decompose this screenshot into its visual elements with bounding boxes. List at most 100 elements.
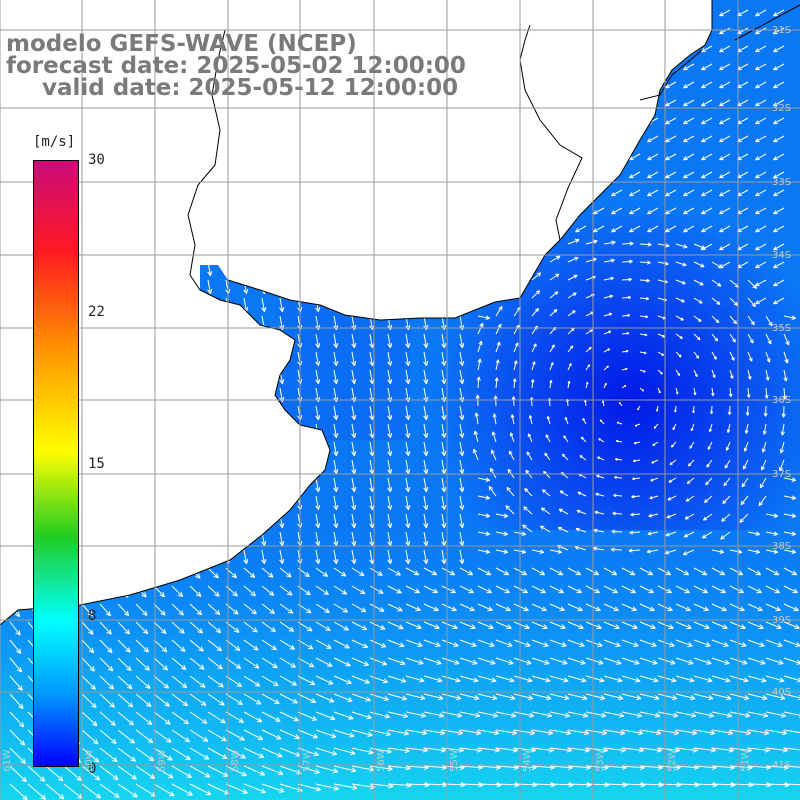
wind-arrow xyxy=(351,549,357,565)
wind-arrow xyxy=(728,387,733,397)
wind-arrow xyxy=(261,585,275,596)
wind-arrow xyxy=(207,657,223,670)
wind-arrow xyxy=(729,693,750,701)
wind-arrow xyxy=(99,729,117,745)
wind-arrow xyxy=(711,549,725,554)
wind-arrow xyxy=(351,747,374,755)
wind-arrow xyxy=(629,225,641,233)
wind-arrow xyxy=(9,621,21,636)
wind-arrow xyxy=(621,603,637,612)
wind-arrow xyxy=(261,747,283,758)
wind-arrow xyxy=(755,279,767,287)
wind-arrow xyxy=(297,657,315,668)
wind-arrow xyxy=(351,567,365,577)
wind-arrow xyxy=(639,260,651,265)
wind-arrow xyxy=(639,639,657,647)
wind-arrow xyxy=(665,153,677,161)
wind-arrow xyxy=(783,585,798,594)
wind-arrow xyxy=(646,549,659,554)
wind-arrow xyxy=(459,405,465,421)
wind-arrow xyxy=(279,585,293,596)
wind-arrow xyxy=(639,675,659,683)
wind-arrow xyxy=(423,477,429,493)
wind-arrow xyxy=(647,531,659,536)
wind-arrow xyxy=(423,531,429,547)
wind-arrow xyxy=(755,99,767,107)
wind-arrow xyxy=(189,657,205,670)
wind-arrow xyxy=(135,765,156,780)
wind-arrow xyxy=(441,405,447,421)
wind-arrow xyxy=(423,603,439,612)
wind-arrow xyxy=(279,711,299,722)
wind-arrow xyxy=(135,603,148,616)
wind-arrow xyxy=(549,344,555,353)
wind-arrow xyxy=(441,639,459,647)
wind-arrow xyxy=(567,603,583,612)
wind-arrow xyxy=(333,549,339,565)
wind-arrow xyxy=(315,531,321,547)
wind-arrow xyxy=(315,549,321,565)
wind-arrow xyxy=(719,243,731,251)
wind-arrow xyxy=(686,477,695,485)
wind-arrow xyxy=(765,315,773,327)
wind-arrow xyxy=(655,405,659,412)
wind-arrow xyxy=(405,333,411,349)
wind-arrow xyxy=(423,459,429,475)
latitude-label: 34S xyxy=(772,250,792,261)
wind-arrow xyxy=(665,171,677,179)
wind-arrow xyxy=(701,45,713,53)
wind-arrow xyxy=(459,585,474,594)
wind-arrow xyxy=(765,657,784,665)
wind-arrow xyxy=(621,277,632,282)
wind-arrow xyxy=(729,369,734,379)
wind-arrow xyxy=(135,729,154,744)
wind-arrow xyxy=(351,585,366,595)
wind-arrow xyxy=(719,261,731,269)
wind-arrow xyxy=(441,693,462,701)
wind-arrow xyxy=(639,278,650,283)
wind-arrow xyxy=(711,387,715,397)
wind-arrow xyxy=(567,711,589,718)
wind-arrow xyxy=(333,657,351,667)
wind-arrow xyxy=(351,675,370,684)
wind-arrow xyxy=(459,603,475,612)
wind-arrow xyxy=(675,693,696,701)
wind-arrow xyxy=(693,261,705,268)
wind-arrow xyxy=(719,171,731,179)
wind-arrow xyxy=(387,657,406,666)
wind-arrow xyxy=(477,322,484,335)
wind-arrow xyxy=(585,729,608,736)
wind-arrow xyxy=(315,675,334,685)
longitude-label: 59W xyxy=(157,749,168,772)
wind-arrow xyxy=(351,459,357,475)
wind-arrow xyxy=(189,765,211,778)
wind-arrow xyxy=(567,693,588,701)
wind-arrow xyxy=(207,621,222,634)
wind-arrow xyxy=(610,547,623,552)
wind-arrow xyxy=(630,512,641,517)
wind-arrow xyxy=(711,369,716,378)
wind-arrow xyxy=(153,747,173,761)
colorbar-unit: [m/s] xyxy=(33,134,76,150)
wind-arrow xyxy=(315,657,333,667)
wind-arrow xyxy=(657,351,665,356)
wind-arrow xyxy=(423,621,440,630)
wind-arrow xyxy=(99,711,116,726)
wind-arrow xyxy=(405,423,411,439)
wind-arrow xyxy=(567,274,578,281)
wind-arrow xyxy=(621,585,636,594)
wind-arrow xyxy=(621,384,627,389)
wind-arrow xyxy=(522,524,533,533)
wind-arrow xyxy=(508,450,515,461)
wind-arrow xyxy=(315,513,321,529)
wind-arrow xyxy=(531,343,537,353)
wind-arrow xyxy=(387,711,409,719)
wind-arrow xyxy=(261,765,284,776)
wind-arrow xyxy=(693,711,715,718)
wind-arrow xyxy=(171,603,184,616)
wind-arrow xyxy=(675,351,682,358)
wind-arrow xyxy=(567,256,579,263)
wind-arrow xyxy=(621,295,632,300)
wind-arrow xyxy=(171,711,189,725)
